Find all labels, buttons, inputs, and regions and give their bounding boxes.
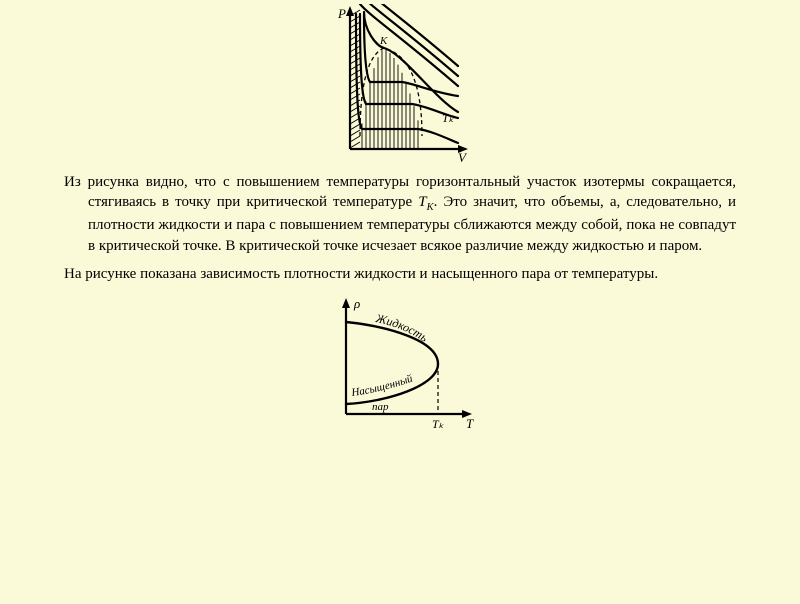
axis-label-rho: ρ: [353, 296, 360, 311]
vapor-label-2: пар: [372, 401, 389, 413]
binodal-dome: [360, 48, 422, 136]
tk-axis-label: Tₖ: [432, 417, 445, 431]
paragraph-2: На рисунке показана зависимость плотност…: [64, 264, 736, 284]
density-temperature-diagram: ρ T Tₖ Жидкость Насыщенный пар: [320, 292, 480, 432]
critical-point-label: K: [379, 35, 388, 47]
axis-label-t: T: [466, 416, 474, 431]
axis-label-p: P: [337, 6, 346, 21]
tk-curve-label: Tₖ: [442, 111, 455, 125]
axis-label-v: V: [458, 150, 468, 164]
vapor-label: Насыщенный: [350, 373, 415, 400]
axes: ρ T: [342, 296, 474, 431]
paragraph-1: Из рисунка видно, что с повышением темпе…: [64, 172, 736, 256]
pv-isotherm-diagram: P V K Tₖ: [330, 4, 470, 164]
